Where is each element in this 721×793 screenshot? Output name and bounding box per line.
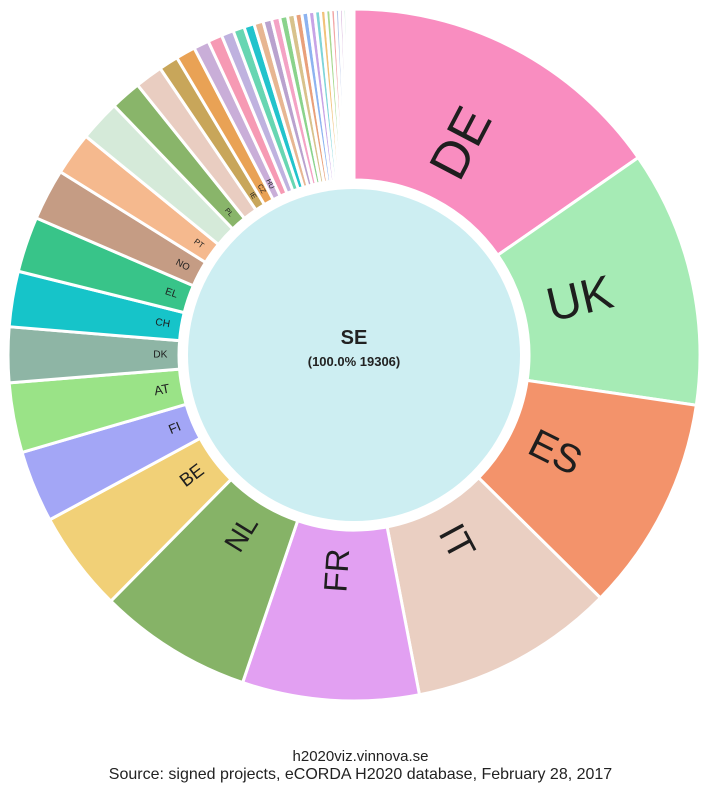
slice-label-el: EL xyxy=(164,286,180,301)
slice-label-cz: CZ xyxy=(256,183,267,195)
donut-chart: SE (100.0% 19306) DEUKESITFRNLBEFIATDKCH… xyxy=(6,7,702,703)
slice-other-41[interactable] xyxy=(350,7,356,182)
slice-group xyxy=(6,7,702,703)
slice-label-fr: FR xyxy=(316,548,356,594)
slice-label-dk: DK xyxy=(153,350,167,361)
center-sublabel: (100.0% 19306) xyxy=(308,354,401,369)
slice-de[interactable] xyxy=(352,7,641,258)
slice-label-pl: PL xyxy=(223,207,234,218)
slice-label-ie: IE xyxy=(248,191,258,201)
slice-label-hu: HU xyxy=(264,178,275,190)
center-disc xyxy=(188,189,520,521)
slice-label-ch: CH xyxy=(154,317,170,330)
center-label: SE xyxy=(341,327,368,349)
footer-source: Source: signed projects, eCORDA H2020 da… xyxy=(108,766,613,783)
slice-uk[interactable] xyxy=(495,155,702,407)
slice-label-fi: FI xyxy=(166,419,183,437)
footer-site: h2020viz.vinnova.se xyxy=(292,748,429,765)
slice-label-at: AT xyxy=(153,381,171,399)
